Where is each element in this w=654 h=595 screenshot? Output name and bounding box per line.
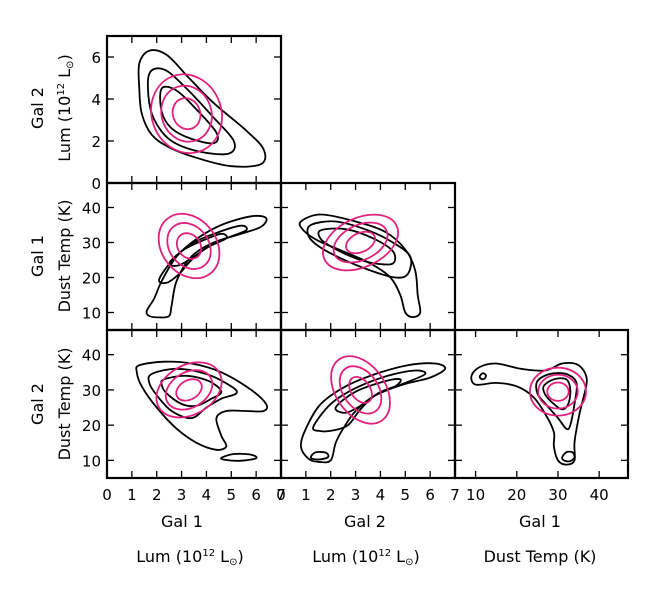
- model-ellipse: [338, 365, 383, 415]
- data-contour: [160, 374, 223, 408]
- row3-ytick-label: 20: [82, 417, 101, 435]
- col1-xtick-label: 7: [276, 486, 286, 504]
- model-ellipse: [157, 212, 221, 280]
- col3-xtick-label: 10: [466, 486, 485, 504]
- data-contour: [470, 362, 588, 466]
- row2-ytick-label: 30: [82, 235, 101, 253]
- row3-ytick-label: 40: [82, 347, 101, 365]
- row2-title-gal: Gal 1: [28, 235, 47, 277]
- panel-frame: [279, 181, 457, 332]
- row1-ytick-label: 4: [91, 91, 101, 109]
- data-contour: [299, 362, 447, 464]
- panel-gal2temp-vs-gal1temp: [470, 362, 588, 466]
- model-ellipse: [175, 378, 203, 402]
- col1-xtick-label: 5: [227, 486, 237, 504]
- col2-xtick-label: 7: [450, 486, 460, 504]
- col1-xtick-label: 0: [102, 486, 112, 504]
- col1-xtick-label: 1: [127, 486, 137, 504]
- col2-xtick-label: 0: [276, 486, 286, 504]
- col1-xtick-label: 6: [251, 486, 261, 504]
- model-ellipse: [166, 222, 212, 270]
- row1-title-lum: Lum (1012 L⊙): [55, 54, 76, 161]
- data-contour: [535, 372, 578, 431]
- model-ellipse: [155, 361, 223, 419]
- panel-gal1temp-vs-gal1lum: [145, 212, 268, 319]
- data-contour: [137, 49, 267, 168]
- col1-title-gal: Gal 1: [161, 512, 203, 531]
- col3-title-temp: Dust Temp (K): [484, 547, 597, 566]
- model-ellipse: [348, 375, 373, 404]
- data-contour: [146, 67, 236, 156]
- data-contour: [478, 372, 487, 381]
- data-contour: [159, 85, 219, 145]
- col3-xtick-label: 40: [590, 486, 609, 504]
- panel-gal2temp-vs-gal2lum: [299, 355, 447, 464]
- data-contour: [135, 360, 269, 451]
- panel-frame: [453, 328, 630, 480]
- data-contour: [334, 378, 402, 414]
- model-ellipse: [164, 369, 214, 411]
- panel-frame: [105, 34, 283, 185]
- row1-ytick-label: 2: [91, 133, 101, 151]
- panel-gal1temp-vs-gal2lum: [298, 213, 422, 319]
- col3-xtick-label: 30: [548, 486, 567, 504]
- col2-xtick-label: 2: [326, 486, 336, 504]
- col3-xtick-label: 20: [507, 486, 526, 504]
- row1-ytick-label: 0: [91, 175, 101, 193]
- row3-title-temp: Dust Temp (K): [55, 348, 74, 461]
- row1-title-gal: Gal 2: [28, 87, 47, 129]
- model-ellipse: [160, 84, 213, 143]
- model-ellipse: [529, 366, 587, 417]
- model-ellipse: [175, 232, 203, 260]
- data-contour: [158, 224, 248, 285]
- model-ellipse: [150, 73, 223, 154]
- col1-xtick-label: 3: [177, 486, 187, 504]
- col1-title-lum: Lum (1012 L⊙): [136, 547, 243, 568]
- col2-xtick-label: 5: [401, 486, 411, 504]
- model-ellipse: [171, 97, 202, 131]
- row3-title-gal: Gal 2: [28, 383, 47, 425]
- col2-xtick-label: 4: [376, 486, 386, 504]
- col2-title-lum: Lum (1012 L⊙): [312, 547, 419, 568]
- col3-title-gal: Gal 1: [519, 512, 561, 531]
- data-contour: [220, 452, 258, 462]
- col2-xtick-label: 6: [425, 486, 435, 504]
- col2-xtick-label: 1: [301, 486, 311, 504]
- row2-title-temp: Dust Temp (K): [55, 200, 74, 313]
- data-contour: [145, 214, 268, 319]
- row2-ytick-label: 20: [82, 270, 101, 288]
- model-ellipse: [546, 381, 570, 402]
- row2-ytick-label: 40: [82, 200, 101, 218]
- col1-xtick-label: 2: [152, 486, 162, 504]
- model-ellipse: [332, 221, 389, 264]
- model-ellipse: [345, 230, 376, 255]
- panels-layer: [105, 34, 630, 480]
- panel-frame: [279, 328, 457, 480]
- model-ellipse: [330, 355, 391, 425]
- model-ellipse: [537, 373, 579, 410]
- col1-xtick-label: 4: [202, 486, 212, 504]
- row2-ytick-label: 10: [82, 305, 101, 323]
- data-contour: [309, 451, 330, 461]
- col2-title-gal: Gal 2: [344, 512, 386, 531]
- data-contour: [306, 220, 413, 279]
- panel-gal2temp-vs-gal1lum: [135, 360, 269, 462]
- row3-ytick-label: 30: [82, 382, 101, 400]
- col2-xtick-label: 3: [351, 486, 361, 504]
- data-contour: [168, 232, 228, 267]
- data-contour: [147, 367, 238, 420]
- data-contour: [561, 450, 576, 463]
- panel-gal2lum-vs-gal1lum: [137, 49, 267, 168]
- model-ellipse: [322, 213, 399, 272]
- row3-ytick-label: 10: [82, 452, 101, 470]
- row1-ytick-label: 6: [91, 49, 101, 67]
- data-contour: [542, 377, 572, 411]
- data-contour: [312, 369, 427, 433]
